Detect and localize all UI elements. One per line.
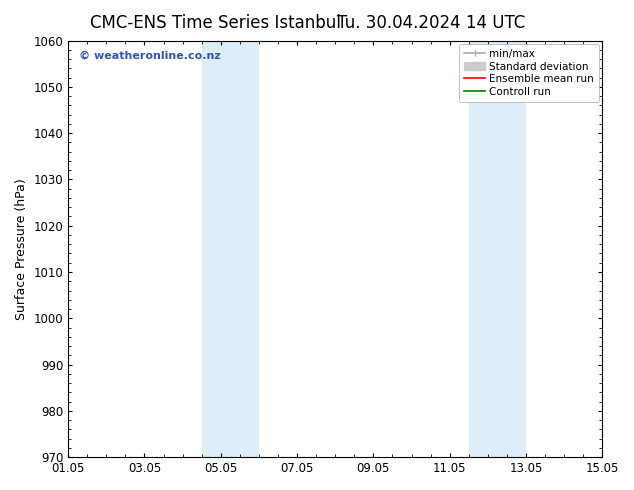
Bar (202, 41, 259, 457)
Text: CMC-ENS Time Series Istanbul: CMC-ENS Time Series Istanbul (90, 14, 341, 32)
Bar (469, 41, 526, 457)
Text: Tu. 30.04.2024 14 UTC: Tu. 30.04.2024 14 UTC (337, 14, 525, 32)
Legend: min/max, Standard deviation, Ensemble mean run, Controll run: min/max, Standard deviation, Ensemble me… (459, 44, 599, 102)
Y-axis label: Surface Pressure (hPa): Surface Pressure (hPa) (15, 178, 28, 320)
Text: © weatheronline.co.nz: © weatheronline.co.nz (79, 51, 221, 61)
